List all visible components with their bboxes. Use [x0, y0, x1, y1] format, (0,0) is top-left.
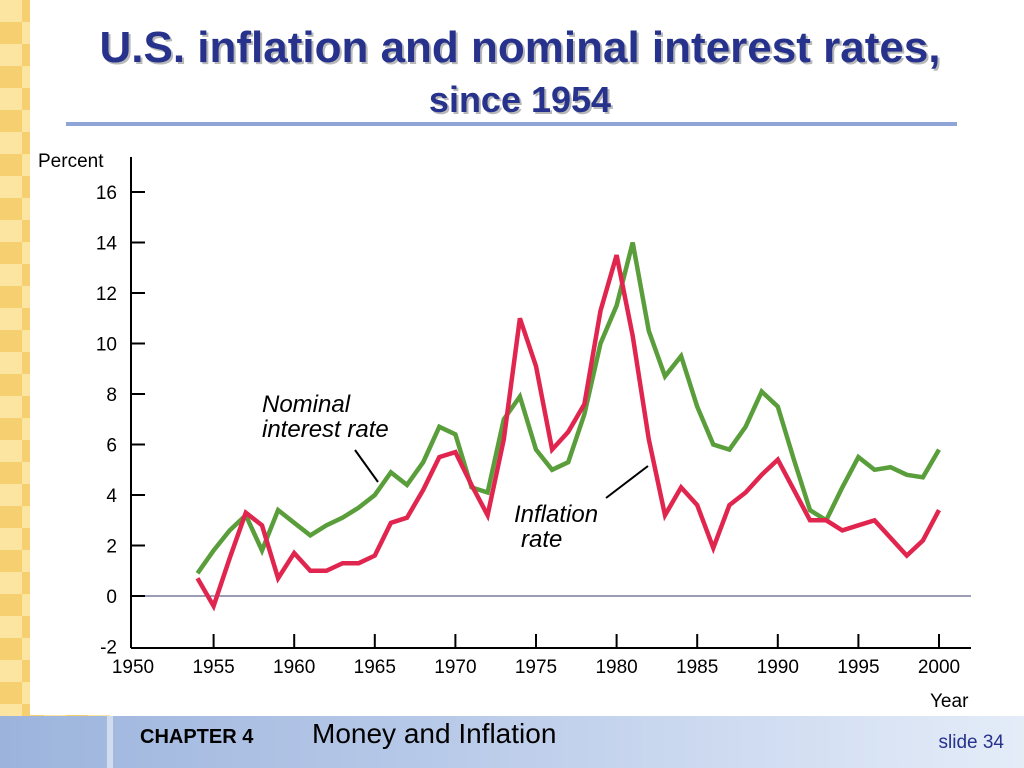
- checker-tile: [0, 616, 22, 638]
- series-lines: [195, 241, 941, 612]
- title-underline: [66, 122, 957, 126]
- checker-tile: [0, 154, 22, 176]
- checker-tile: [0, 330, 22, 352]
- checker-tile: [0, 66, 22, 88]
- checker-tile: [0, 638, 22, 660]
- checker-tile: [0, 132, 22, 154]
- x-axis-label: Year: [930, 691, 969, 712]
- checker-tile: [0, 308, 22, 330]
- checker-tile: [0, 264, 22, 286]
- checker-tile: [0, 462, 22, 484]
- checker-tile: [0, 286, 22, 308]
- chapter-title: Money and Inflation: [312, 718, 557, 749]
- line-chart: -2 0 2 4 6 8 10 12 14 16 1950 1955 1960 1965 1970 1975 1…: [38, 151, 971, 712]
- checker-tile: [0, 484, 22, 506]
- slide-number: slide 34: [938, 732, 1005, 753]
- footer-bar: [0, 716, 1024, 768]
- checker-tile: [0, 660, 22, 682]
- checker-tile: [0, 176, 22, 198]
- x-tick-label: 1985: [676, 657, 718, 678]
- checker-tile: [0, 506, 22, 528]
- checker-tile: [0, 198, 22, 220]
- checker-tile: [0, 572, 22, 594]
- x-tick-label: 1980: [595, 657, 637, 678]
- footer-accent: [107, 716, 113, 768]
- x-tick-label: 1990: [757, 657, 799, 678]
- checker-tile: [0, 220, 22, 242]
- title-line-1: U.S. inflation and nominal interest rate…: [99, 23, 941, 72]
- y-tick-label: 14: [96, 234, 118, 255]
- y-tick-label: 16: [96, 183, 117, 204]
- x-tick-label: 1965: [354, 657, 396, 678]
- checker-tile: [0, 440, 22, 462]
- checker-tile: [0, 242, 22, 264]
- axes: -2 0 2 4 6 8 10 12 14 16 1950 1955 1960 1965 1970 1975 1…: [96, 157, 971, 678]
- y-tick-label: -2: [100, 638, 117, 659]
- inflation-rate-leader-line: [605, 465, 649, 499]
- x-tick-label: 1975: [515, 657, 557, 678]
- x-tick-label: 1960: [273, 657, 315, 678]
- x-tick-label: 1950: [112, 657, 154, 678]
- nominal-rate-leader-line: [354, 449, 379, 483]
- checker-tile: [0, 0, 22, 22]
- inflation-rate-label-line-2: rate: [521, 526, 562, 553]
- x-tick-label: 1970: [434, 657, 476, 678]
- x-tick-label: 1995: [837, 657, 879, 678]
- annotations: Nominal interest rate Inflation rate: [262, 391, 649, 553]
- nominal-rate-label-line-1: Nominal: [262, 391, 351, 418]
- checker-tile: [0, 352, 22, 374]
- checker-tile: [0, 682, 22, 704]
- checker-tile: [0, 528, 22, 550]
- checker-tile: [0, 550, 22, 572]
- nominal-rate-label-line-2: interest rate: [262, 416, 389, 443]
- nominal-interest-rate-line: [195, 241, 941, 575]
- checker-tile: [0, 374, 22, 396]
- inflation-rate-line: [195, 254, 941, 612]
- y-tick-label: 6: [106, 436, 117, 457]
- chapter-label: CHAPTER 4: [140, 726, 254, 748]
- y-tick-label: 4: [106, 486, 117, 507]
- slide-title: U.S. inflation and nominal interest rate…: [40, 22, 1000, 122]
- y-tick-label: 2: [106, 537, 117, 558]
- y-tick-label: 0: [106, 587, 117, 608]
- y-axis-label: Percent: [38, 151, 104, 172]
- x-tick-label: 1955: [192, 657, 234, 678]
- checker-tile: [0, 22, 22, 44]
- checker-tile: [0, 396, 22, 418]
- checker-tile: [0, 88, 22, 110]
- checker-tile: [0, 110, 22, 132]
- inflation-rate-label-line-1: Inflation: [514, 501, 598, 528]
- checker-tile: [0, 418, 22, 440]
- y-tick-label: 12: [96, 284, 117, 305]
- title-line-2: since 1954: [428, 79, 612, 120]
- checker-tile: [0, 44, 22, 66]
- x-tick-label: 2000: [918, 657, 960, 678]
- y-tick-label: 8: [106, 385, 117, 406]
- y-tick-label: 10: [96, 335, 117, 356]
- checker-tile: [0, 594, 22, 616]
